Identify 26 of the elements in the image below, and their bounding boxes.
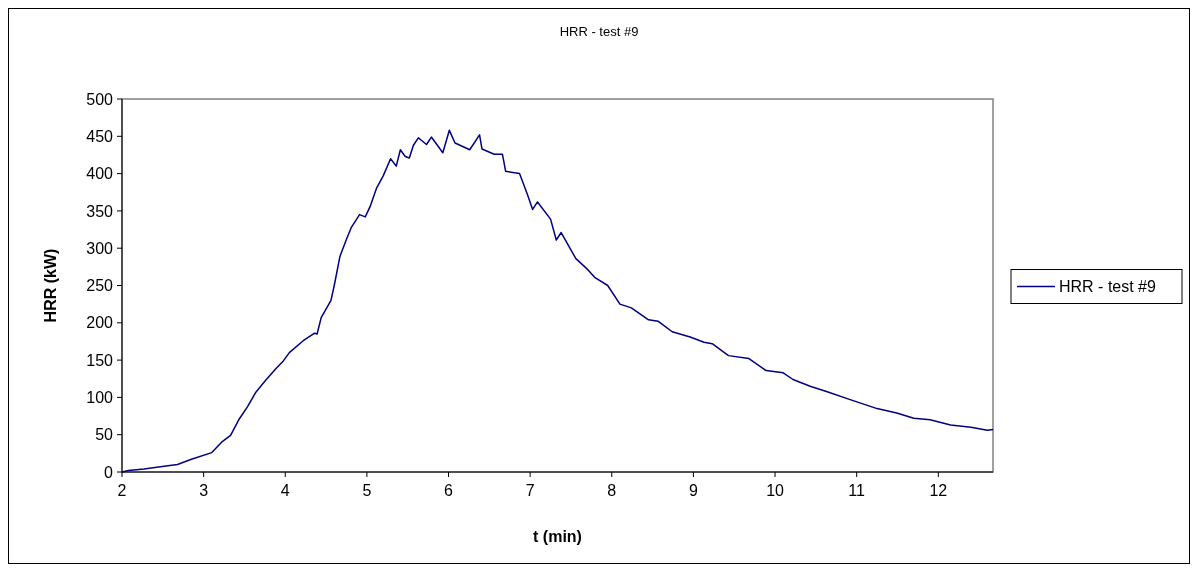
x-tick-label: 7 (525, 482, 535, 499)
y-tick-label: 250 (86, 277, 114, 295)
y-tick-label: 500 (86, 90, 114, 108)
legend-label: HRR - test #9 (1059, 278, 1157, 296)
y-tick-label: 350 (86, 202, 114, 220)
x-tick-label: 4 (280, 482, 290, 499)
y-tick-label: 300 (86, 239, 114, 257)
y-tick-label: 150 (86, 351, 114, 369)
x-tick-label: 2 (117, 482, 127, 499)
y-tick-label: 200 (86, 314, 114, 332)
y-tick-label: 450 (86, 127, 114, 145)
x-tick-label: 8 (607, 482, 617, 499)
chart-title: HRR - test #9 (559, 24, 639, 39)
x-tick-label: 12 (929, 482, 948, 499)
x-tick-label: 9 (688, 482, 698, 499)
y-tick-label: 100 (86, 389, 114, 406)
x-axis-title: t (min) (533, 528, 582, 545)
x-tick-label: 10 (766, 482, 785, 499)
x-tick-label: 5 (362, 482, 372, 499)
y-axis-title: HRR (kW) (42, 248, 59, 323)
x-tick-label: 11 (848, 482, 866, 499)
y-tick-label: 400 (86, 165, 114, 183)
y-tick-label: 50 (95, 426, 114, 444)
x-tick-label: 3 (199, 482, 209, 499)
x-tick-label: 6 (444, 482, 454, 499)
y-tick-label: 0 (104, 463, 114, 481)
